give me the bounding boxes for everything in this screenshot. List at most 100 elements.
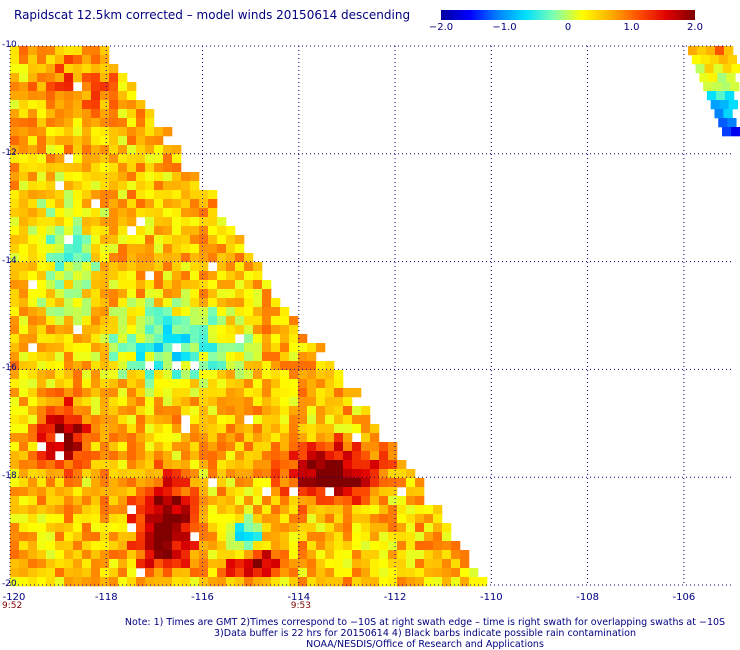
wind-cell [82,118,92,128]
wind-cell [379,505,389,515]
wind-cell [127,469,137,479]
wind-cell [244,316,254,326]
wind-cell [253,307,263,317]
wind-cell [244,487,254,497]
wind-cell [715,91,726,101]
wind-cell [73,514,83,524]
wind-cell [289,334,299,344]
wind-cell [325,433,335,443]
wind-cell [109,397,119,407]
wind-cell [190,433,200,443]
wind-cell [64,550,74,560]
wind-cell [100,424,110,434]
wind-cell [226,514,236,524]
wind-cell [388,523,398,533]
wind-cell [154,235,164,245]
wind-cell [235,289,245,299]
wind-cell [154,163,164,173]
wind-cell [253,451,263,461]
wind-cell [154,433,164,443]
colorbar-segment [618,10,620,20]
wind-cell [298,478,308,488]
wind-cell [199,280,209,290]
wind-cell [46,289,56,299]
wind-cell [316,487,326,497]
wind-cell [109,307,119,317]
wind-cell [28,73,38,83]
wind-cell [109,577,119,587]
wind-cell [100,244,110,254]
wind-cell [136,325,146,335]
wind-cell [145,298,155,308]
wind-cell [181,289,191,299]
wind-cell [64,64,74,74]
wind-cell [109,172,119,182]
wind-cell [37,244,47,254]
wind-cell [37,514,47,524]
wind-cell [109,496,119,506]
wind-cell [100,217,110,227]
wind-cell [127,433,137,443]
wind-cell [109,208,119,218]
wind-cell [64,262,74,272]
wind-cell [73,370,83,380]
wind-cell [127,397,137,407]
wind-cell [136,577,146,587]
colorbar-segment [632,10,634,20]
wind-cell [136,235,146,245]
wind-cell [64,505,74,515]
colorbar-segment [441,10,443,20]
colorbar-segment [460,10,462,20]
wind-cell [706,91,717,101]
wind-cell [172,271,182,281]
wind-cell [280,307,290,317]
wind-cell [109,487,119,497]
colorbar [441,10,695,20]
wind-cell [163,397,173,407]
wind-cell [235,307,245,317]
wind-cell [388,514,398,524]
wind-cell [136,307,146,317]
wind-cell [46,433,56,443]
wind-cell [109,298,119,308]
wind-cell [271,343,281,353]
wind-cell [118,127,128,137]
wind-cell [154,550,164,560]
wind-cell [64,226,74,236]
wind-cell [28,100,38,110]
wind-cell [28,244,38,254]
wind-cell [100,532,110,542]
wind-cell [10,442,20,452]
plot-title: Rapidscat 12.5km corrected – model winds… [14,8,411,22]
wind-cell [379,496,389,506]
wind-cell [109,190,119,200]
wind-cell [19,361,29,371]
wind-cell [415,478,425,488]
wind-cell [19,109,29,119]
colorbar-segment [523,10,525,20]
wind-cell [37,253,47,263]
colorbar-segment [518,10,520,20]
wind-cell [19,127,29,137]
wind-cell [127,145,137,155]
wind-cell [118,415,128,425]
wind-cell [145,370,155,380]
colorbar-segment [584,10,586,20]
wind-cell [199,460,209,470]
wind-cell [217,280,227,290]
wind-cell [10,217,20,227]
wind-cell [145,496,155,506]
wind-cell [154,505,164,515]
wind-cell [145,523,155,533]
wind-cell [280,433,290,443]
colorbar-segment [564,10,566,20]
wind-cell [325,442,335,452]
wind-cell [280,523,290,533]
wind-cell [64,244,74,254]
wind-cell [37,541,47,551]
wind-cell [91,73,101,83]
wind-cell [73,163,83,173]
wind-cell [10,514,20,524]
colorbar-segment [646,10,648,20]
wind-cell [127,460,137,470]
